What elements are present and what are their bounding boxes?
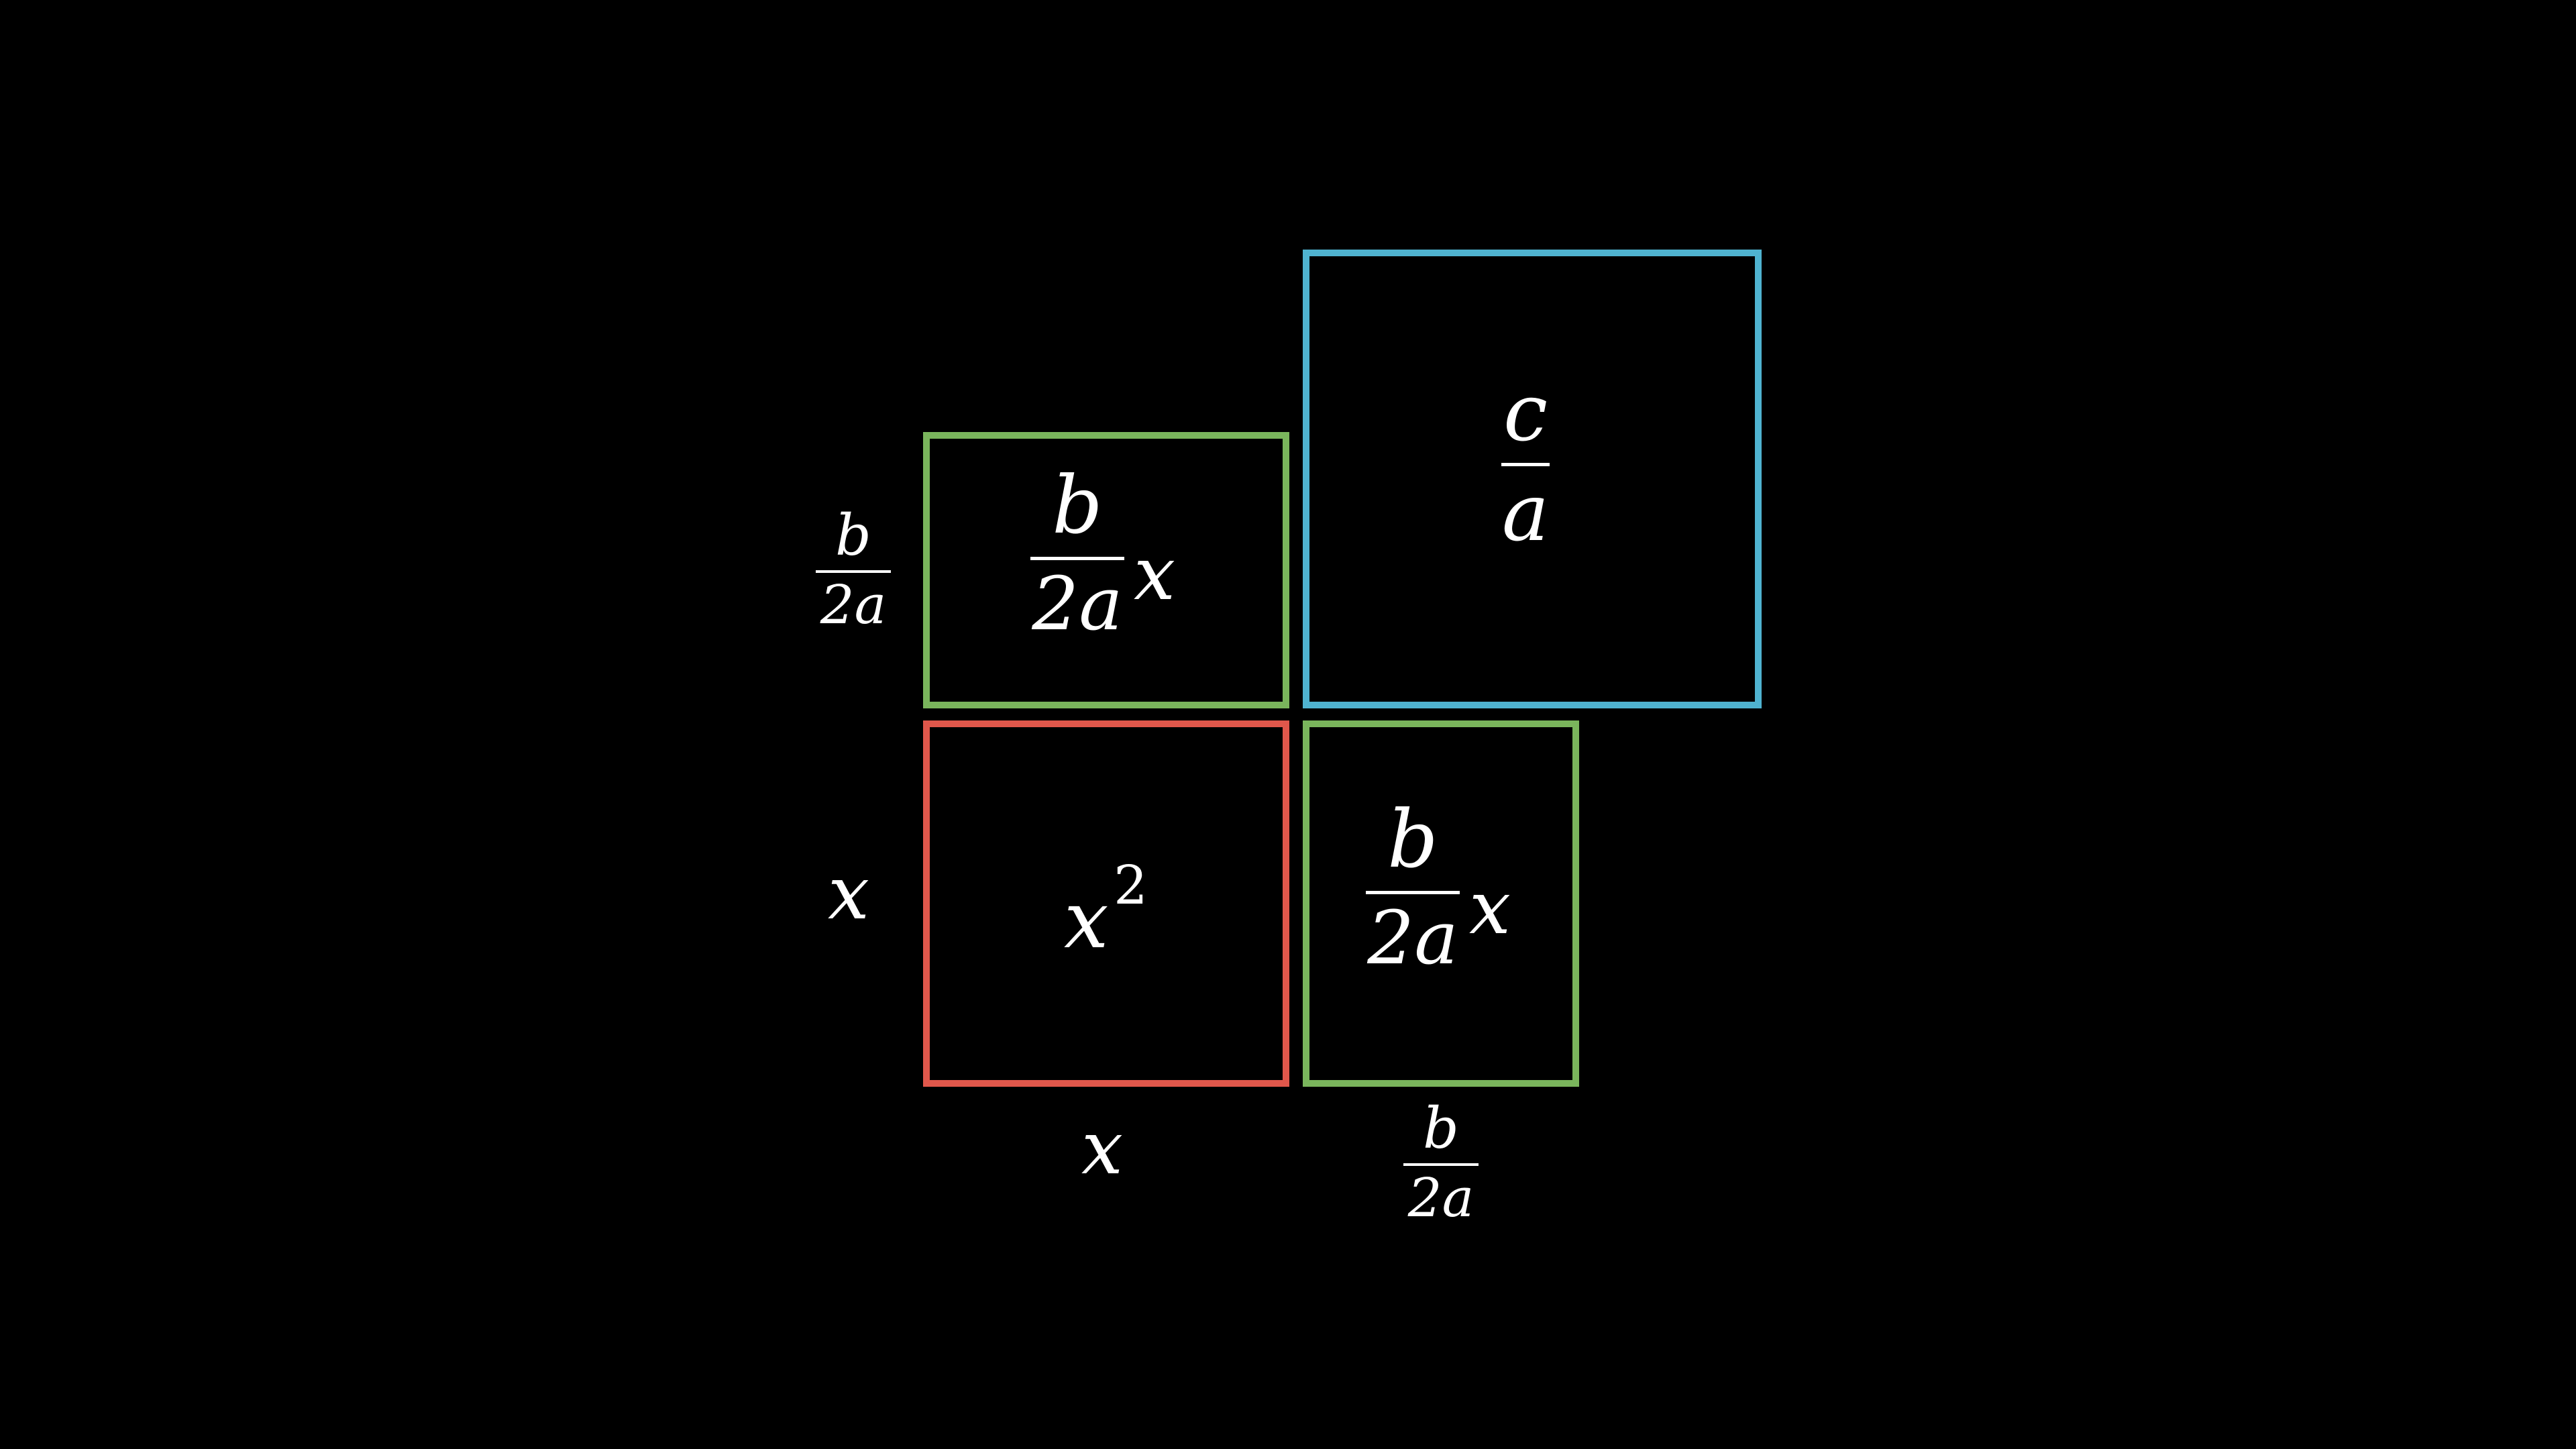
bx-right-fraction: b 2a: [1366, 800, 1460, 975]
c-over-a-fraction-bar: [1501, 463, 1550, 466]
c-over-a-fraction: c a: [1499, 373, 1552, 552]
bx-right-numerator: b: [1387, 793, 1438, 885]
bx-top-numerator: b: [1052, 459, 1103, 551]
bottom-right-denominator: 2a: [1407, 1167, 1474, 1229]
left-lower-side-label: x: [828, 850, 870, 936]
bottom-right-fraction-bar: [1403, 1163, 1479, 1166]
bx-right-factor: x: [1469, 865, 1511, 951]
bx-top-denominator: 2a: [1032, 561, 1123, 647]
x-squared-base: x: [1064, 873, 1109, 966]
bx-top-fraction: b 2a: [1030, 466, 1124, 641]
bx-right-denominator: 2a: [1367, 895, 1458, 981]
bx-right-fraction-bar: [1366, 891, 1460, 894]
bx-area-box-right: [1303, 720, 1579, 1087]
x-squared-box: [923, 720, 1289, 1087]
left-upper-numerator: b: [835, 502, 871, 568]
x-squared-exponent: 2: [1114, 854, 1148, 916]
left-upper-fraction-bar: [816, 570, 891, 573]
bottom-left-side-label: x: [1081, 1105, 1124, 1191]
left-upper-denominator: 2a: [820, 574, 887, 636]
bx-top-fraction-bar: [1030, 557, 1124, 560]
c-over-a-denominator: a: [1501, 466, 1550, 559]
bx-area-box-top: [923, 432, 1289, 708]
left-upper-side-fraction: b 2a: [814, 507, 892, 632]
bottom-right-numerator: b: [1423, 1095, 1459, 1161]
bx-top-factor: x: [1134, 531, 1176, 616]
c-over-a-numerator: c: [1503, 366, 1548, 459]
bottom-right-side-fraction: b 2a: [1402, 1100, 1480, 1225]
c-over-a-box: [1303, 250, 1762, 708]
